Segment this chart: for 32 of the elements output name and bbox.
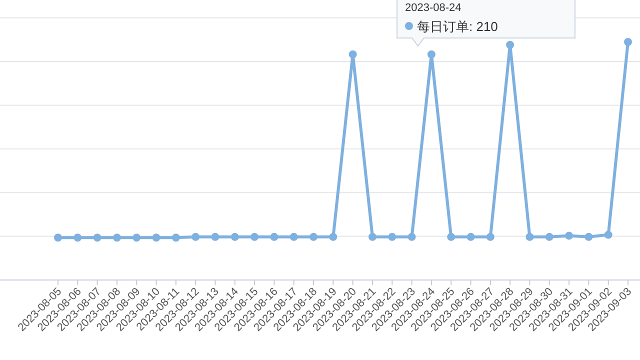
- point: [584, 232, 593, 241]
- point: [624, 38, 632, 46]
- point: [545, 232, 554, 241]
- point: [408, 232, 416, 241]
- point: [310, 232, 318, 241]
- point: [132, 234, 141, 242]
- point: [565, 232, 574, 240]
- text: 每日订单: 210: [417, 19, 498, 34]
- point: [329, 232, 338, 241]
- point: [388, 232, 396, 241]
- point: [93, 234, 102, 242]
- point: [211, 232, 220, 241]
- point: [427, 50, 436, 58]
- point: [74, 234, 82, 242]
- text: 2023-08-24: [405, 2, 462, 14]
- point: [526, 232, 534, 241]
- point: [506, 40, 514, 49]
- point: [152, 234, 160, 242]
- point: [112, 234, 121, 242]
- point: [290, 232, 298, 241]
- point: [368, 232, 376, 241]
- point: [250, 232, 259, 241]
- point: [604, 230, 612, 239]
- point: [486, 232, 494, 241]
- point: [172, 234, 180, 242]
- point: [466, 232, 475, 241]
- point: [348, 50, 357, 58]
- point: [447, 232, 456, 241]
- point: [54, 234, 62, 242]
- point: [192, 232, 200, 241]
- point: [270, 232, 278, 241]
- point: [230, 232, 239, 241]
